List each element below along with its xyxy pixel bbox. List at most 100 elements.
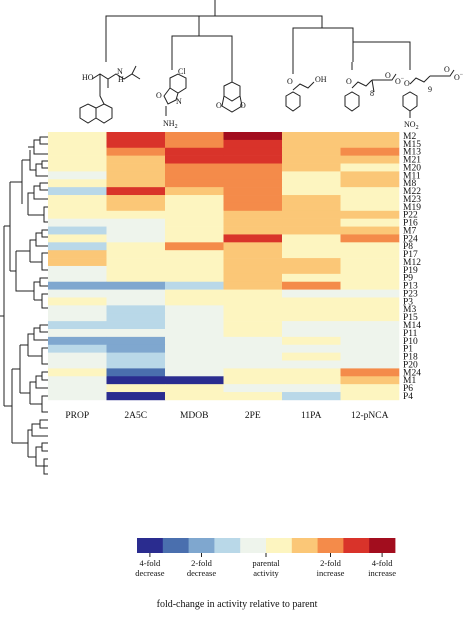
heatmap-cell-M7-2A5C bbox=[106, 226, 166, 235]
heatmap-cell-M13-PROP bbox=[48, 147, 107, 156]
row-label: M11 bbox=[403, 171, 421, 181]
heatmap-cell-P17-PROP bbox=[48, 250, 107, 259]
heatmap-cell-P3-MDOB bbox=[165, 297, 224, 306]
heatmap-cell-M19-12-pNCA bbox=[340, 202, 400, 212]
heatmap-cell-P19-2PE bbox=[223, 265, 283, 275]
row-label: P1 bbox=[403, 345, 413, 355]
heatmap-cell-M23-11PA bbox=[282, 195, 341, 204]
2a5c-cl-label: Cl bbox=[178, 67, 186, 76]
row-label: M8 bbox=[403, 179, 416, 189]
colorbar-tick-label: increase bbox=[317, 568, 345, 578]
heatmap-cell-P4-2A5C bbox=[106, 392, 166, 401]
12pnca-o-label: O bbox=[404, 79, 410, 88]
heatmap-cell-M12-12-pNCA bbox=[340, 258, 400, 267]
heatmap-cell-M8-MDOB bbox=[165, 179, 224, 188]
colorbar-segment bbox=[343, 538, 370, 553]
heatmap-cell-M1-12-pNCA bbox=[340, 376, 400, 385]
heatmap-cell-M3-12-pNCA bbox=[340, 305, 400, 314]
heatmap-cell-M11-2PE bbox=[223, 171, 283, 180]
row-label: P9 bbox=[403, 274, 413, 284]
heatmap-cell-P20-2A5C bbox=[106, 360, 166, 369]
heatmap-cell-P23-11PA bbox=[282, 289, 341, 298]
heatmap-cell-P23-12-pNCA bbox=[340, 289, 400, 298]
heatmap-cell-P22-PROP bbox=[48, 210, 107, 219]
heatmap-cell-P13-MDOB bbox=[165, 281, 224, 290]
heatmap-cell-M21-11PA bbox=[282, 155, 341, 164]
row-label: P17 bbox=[403, 250, 418, 260]
heatmap-cell-P11-MDOB bbox=[165, 329, 224, 338]
heatmap-cell-M13-2A5C bbox=[106, 147, 166, 156]
colorbar-segment bbox=[369, 538, 396, 553]
heatmap-cell-P13-11PA bbox=[282, 281, 341, 290]
row-label: P18 bbox=[403, 353, 418, 363]
prop-structure: HO N H bbox=[79, 65, 141, 124]
heatmap-cell-M24-PROP bbox=[48, 368, 107, 377]
mdob-structure: O O bbox=[216, 62, 246, 113]
heatmap-cell-M21-PROP bbox=[48, 155, 107, 164]
heatmap-cell-P8-PROP bbox=[48, 242, 107, 251]
heatmap-cell-P13-2A5C bbox=[106, 281, 166, 290]
heatmap-cell-M11-12-pNCA bbox=[340, 171, 400, 180]
2a5c-nh2-label: NH2 bbox=[163, 119, 178, 130]
heatmap-cell-M13-11PA bbox=[282, 147, 341, 156]
column-label: 12-pNCA bbox=[351, 411, 389, 421]
heatmap-cell-M11-MDOB bbox=[165, 171, 224, 180]
row-label: M23 bbox=[403, 195, 421, 205]
heatmap-cell-P16-MDOB bbox=[165, 218, 224, 227]
colorbar-caption: fold-change in activity relative to pare… bbox=[157, 599, 318, 610]
row-label: P22 bbox=[403, 211, 418, 221]
heatmap-cell-P24-PROP bbox=[48, 234, 107, 243]
heatmap-cell-P4-MDOB bbox=[165, 392, 224, 401]
heatmap-cell-P3-12-pNCA bbox=[340, 297, 400, 306]
heatmap-cell-P8-11PA bbox=[282, 242, 341, 251]
heatmap-cell-M3-2PE bbox=[223, 305, 283, 314]
heatmap-cell-P9-12-pNCA bbox=[340, 273, 400, 283]
heatmap-cell-M12-2PE bbox=[223, 258, 283, 267]
heatmap-cell-M21-12-pNCA bbox=[340, 155, 400, 164]
heatmap-cell-M2-12-pNCA bbox=[340, 132, 400, 141]
heatmap-cell-M1-2PE bbox=[223, 376, 283, 385]
column-dendrogram bbox=[105, 0, 411, 62]
heatmap-cell-M15-PROP bbox=[48, 139, 107, 149]
heatmap-cell-P15-MDOB bbox=[165, 313, 224, 322]
prop-oh-label: HO bbox=[82, 73, 94, 82]
heatmap-cell-P4-11PA bbox=[282, 392, 341, 401]
heatmap-cell-M14-PROP bbox=[48, 321, 107, 330]
heatmap-cell-M13-2PE bbox=[223, 147, 283, 156]
heatmap-cell-P1-MDOB bbox=[165, 344, 224, 353]
heatmap-cell-M8-PROP bbox=[48, 179, 107, 188]
11pa-o2-label: O bbox=[385, 71, 391, 80]
11pa-ominus-label: O− bbox=[395, 76, 405, 86]
heatmap-cell-M7-2PE bbox=[223, 226, 283, 235]
column-label: 11PA bbox=[301, 411, 322, 421]
heatmap-cell-P11-2PE bbox=[223, 329, 283, 338]
colorbar-segment bbox=[188, 538, 215, 553]
heatmap-cell-M22-PROP bbox=[48, 187, 107, 196]
heatmap-cell-M15-2A5C bbox=[106, 139, 166, 149]
heatmap-cell-M24-2A5C bbox=[106, 368, 166, 377]
row-label: P19 bbox=[403, 266, 418, 276]
heatmap-cell-P18-11PA bbox=[282, 352, 341, 361]
heatmap-cell-P11-2A5C bbox=[106, 329, 166, 338]
row-label: P8 bbox=[403, 242, 413, 252]
heatmap-cell-P18-12-pNCA bbox=[340, 352, 400, 361]
heatmap-cell-M3-PROP bbox=[48, 305, 107, 314]
row-label: P4 bbox=[403, 392, 413, 402]
heatmap-cell-P8-2PE bbox=[223, 242, 283, 251]
colorbar-tick-label: 4-fold bbox=[140, 558, 162, 568]
heatmap-cell-P19-MDOB bbox=[165, 265, 224, 275]
row-dendrogram bbox=[0, 136, 48, 475]
heatmap-cell-M2-2PE bbox=[223, 132, 283, 141]
2a5c-structure: Cl O N NH2 bbox=[156, 62, 187, 130]
heatmap-cell-M20-2A5C bbox=[106, 163, 166, 172]
heatmap-cell-P22-11PA bbox=[282, 210, 341, 219]
heatmap-cell-P24-2A5C bbox=[106, 234, 166, 243]
heatmap-cell-P15-2A5C bbox=[106, 313, 166, 322]
heatmap-cell-M3-2A5C bbox=[106, 305, 166, 314]
heatmap-cell-M24-MDOB bbox=[165, 368, 224, 377]
colorbar-segment bbox=[240, 538, 267, 553]
heatmap-cell-P1-2A5C bbox=[106, 344, 166, 353]
row-label: P3 bbox=[403, 297, 413, 307]
heatmap-cell-M19-PROP bbox=[48, 202, 107, 212]
row-label: P16 bbox=[403, 219, 418, 229]
